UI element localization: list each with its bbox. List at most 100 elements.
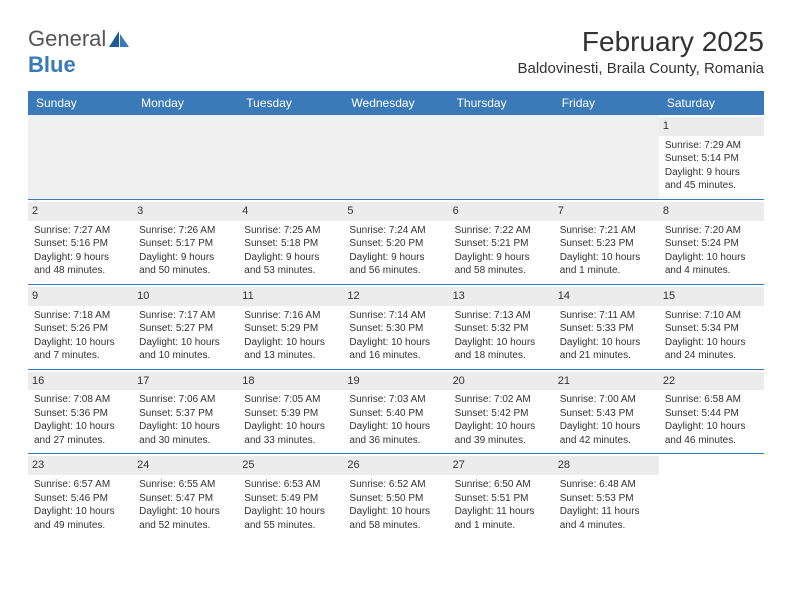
day-daylight1: Daylight: 9 hours bbox=[139, 251, 234, 265]
calendar: Sunday Monday Tuesday Wednesday Thursday… bbox=[28, 91, 764, 538]
day-daylight1: Daylight: 10 hours bbox=[244, 420, 339, 434]
calendar-empty-cell bbox=[133, 115, 238, 199]
day-number: 25 bbox=[238, 456, 343, 475]
day-sunset: Sunset: 5:39 PM bbox=[244, 407, 339, 421]
day-daylight1: Daylight: 10 hours bbox=[139, 420, 234, 434]
day-sunset: Sunset: 5:37 PM bbox=[139, 407, 234, 421]
day-sunset: Sunset: 5:47 PM bbox=[139, 492, 234, 506]
day-daylight2: and 13 minutes. bbox=[244, 349, 339, 363]
dow-monday: Monday bbox=[133, 91, 238, 115]
day-daylight2: and 30 minutes. bbox=[139, 434, 234, 448]
calendar-day: 17 Sunrise: 7:06 AMSunset: 5:37 PMDayligh… bbox=[133, 370, 238, 454]
day-number: 20 bbox=[449, 372, 554, 391]
day-daylight1: Daylight: 10 hours bbox=[244, 336, 339, 350]
day-number: 24 bbox=[133, 456, 238, 475]
calendar-empty-cell bbox=[659, 454, 764, 538]
day-daylight2: and 45 minutes. bbox=[665, 179, 760, 193]
calendar-day: 21Sunrise: 7:00 AMSunset: 5:43 PMDayligh… bbox=[554, 370, 659, 454]
day-daylight2: and 58 minutes. bbox=[455, 264, 550, 278]
day-number: 16 bbox=[28, 372, 133, 391]
logo-sail-icon bbox=[108, 30, 130, 48]
calendar-day: 28Sunrise: 6:48 AMSunset: 5:53 PMDayligh… bbox=[554, 454, 659, 538]
day-daylight2: and 55 minutes. bbox=[244, 519, 339, 533]
day-daylight1: Daylight: 10 hours bbox=[560, 420, 655, 434]
day-number: 5 bbox=[343, 202, 448, 221]
day-daylight1: Daylight: 10 hours bbox=[665, 420, 760, 434]
day-sunset: Sunset: 5:50 PM bbox=[349, 492, 444, 506]
day-number: 14 bbox=[554, 287, 659, 306]
calendar-day: 15Sunrise: 7:10 AMSunset: 5:34 PMDayligh… bbox=[659, 285, 764, 369]
calendar-day: 7Sunrise: 7:21 AMSunset: 5:23 PMDaylight… bbox=[554, 200, 659, 284]
calendar-day: 6Sunrise: 7:22 AMSunset: 5:21 PMDaylight… bbox=[449, 200, 554, 284]
day-number: 28 bbox=[554, 456, 659, 475]
day-sunset: Sunset: 5:43 PM bbox=[560, 407, 655, 421]
logo: General bbox=[28, 26, 130, 52]
day-daylight1: Daylight: 9 hours bbox=[455, 251, 550, 265]
day-sunset: Sunset: 5:46 PM bbox=[34, 492, 129, 506]
day-sunrise: Sunrise: 7:25 AM bbox=[244, 224, 339, 238]
calendar-day: 20Sunrise: 7:02 AMSunset: 5:42 PMDayligh… bbox=[449, 370, 554, 454]
dow-sunday: Sunday bbox=[28, 91, 133, 115]
day-number: 27 bbox=[449, 456, 554, 475]
day-daylight1: Daylight: 9 hours bbox=[665, 166, 760, 180]
calendar-day: 22Sunrise: 6:58 AMSunset: 5:44 PMDayligh… bbox=[659, 370, 764, 454]
day-daylight2: and 39 minutes. bbox=[455, 434, 550, 448]
calendar-empty-cell bbox=[449, 115, 554, 199]
day-daylight1: Daylight: 10 hours bbox=[34, 420, 129, 434]
day-daylight2: and 7 minutes. bbox=[34, 349, 129, 363]
dow-tuesday: Tuesday bbox=[238, 91, 343, 115]
day-sunrise: Sunrise: 6:53 AM bbox=[244, 478, 339, 492]
day-sunrise: Sunrise: 7:17 AM bbox=[139, 309, 234, 323]
calendar-day: 24Sunrise: 6:55 AMSunset: 5:47 PMDayligh… bbox=[133, 454, 238, 538]
day-sunrise: Sunrise: 7:20 AM bbox=[665, 224, 760, 238]
day-number: 17 bbox=[133, 372, 238, 391]
day-sunrise: Sunrise: 7:14 AM bbox=[349, 309, 444, 323]
calendar-week: 1Sunrise: 7:29 AMSunset: 5:14 PMDaylight… bbox=[28, 115, 764, 200]
calendar-week: 2Sunrise: 7:27 AMSunset: 5:16 PMDaylight… bbox=[28, 200, 764, 285]
calendar-day: 16Sunrise: 7:08 AMSunset: 5:36 PMDayligh… bbox=[28, 370, 133, 454]
calendar-empty-cell bbox=[343, 115, 448, 199]
day-daylight1: Daylight: 10 hours bbox=[349, 420, 444, 434]
day-number: 1 bbox=[659, 117, 764, 136]
day-sunset: Sunset: 5:26 PM bbox=[34, 322, 129, 336]
day-sunset: Sunset: 5:16 PM bbox=[34, 237, 129, 251]
calendar-empty-cell bbox=[554, 115, 659, 199]
logo-text-2: Blue bbox=[28, 52, 76, 78]
day-daylight2: and 36 minutes. bbox=[349, 434, 444, 448]
day-daylight1: Daylight: 9 hours bbox=[349, 251, 444, 265]
day-daylight2: and 50 minutes. bbox=[139, 264, 234, 278]
day-number: 9 bbox=[28, 287, 133, 306]
page-header: General February 2025 Baldovinesti, Brai… bbox=[28, 26, 764, 77]
day-sunrise: Sunrise: 7:00 AM bbox=[560, 393, 655, 407]
day-sunrise: Sunrise: 7:11 AM bbox=[560, 309, 655, 323]
day-daylight2: and 49 minutes. bbox=[34, 519, 129, 533]
dow-friday: Friday bbox=[554, 91, 659, 115]
calendar-day: 1Sunrise: 7:29 AMSunset: 5:14 PMDaylight… bbox=[659, 115, 764, 199]
day-sunset: Sunset: 5:40 PM bbox=[349, 407, 444, 421]
day-sunrise: Sunrise: 7:06 AM bbox=[139, 393, 234, 407]
day-sunset: Sunset: 5:30 PM bbox=[349, 322, 444, 336]
calendar-day: 3Sunrise: 7:26 AMSunset: 5:17 PMDaylight… bbox=[133, 200, 238, 284]
calendar-day: 12Sunrise: 7:14 AMSunset: 5:30 PMDayligh… bbox=[343, 285, 448, 369]
calendar-day: 27Sunrise: 6:50 AMSunset: 5:51 PMDayligh… bbox=[449, 454, 554, 538]
day-sunrise: Sunrise: 6:48 AM bbox=[560, 478, 655, 492]
day-sunset: Sunset: 5:53 PM bbox=[560, 492, 655, 506]
day-daylight2: and 52 minutes. bbox=[139, 519, 234, 533]
calendar-day: 19Sunrise: 7:03 AMSunset: 5:40 PMDayligh… bbox=[343, 370, 448, 454]
day-sunset: Sunset: 5:17 PM bbox=[139, 237, 234, 251]
calendar-week: 23Sunrise: 6:57 AMSunset: 5:46 PMDayligh… bbox=[28, 454, 764, 538]
day-daylight1: Daylight: 10 hours bbox=[455, 336, 550, 350]
day-sunrise: Sunrise: 7:02 AM bbox=[455, 393, 550, 407]
day-daylight1: Daylight: 10 hours bbox=[665, 336, 760, 350]
calendar-day: 23Sunrise: 6:57 AMSunset: 5:46 PMDayligh… bbox=[28, 454, 133, 538]
calendar-empty-cell bbox=[28, 115, 133, 199]
logo-text-1: General bbox=[28, 26, 106, 52]
day-sunset: Sunset: 5:23 PM bbox=[560, 237, 655, 251]
calendar-day: 26Sunrise: 6:52 AMSunset: 5:50 PMDayligh… bbox=[343, 454, 448, 538]
day-daylight2: and 58 minutes. bbox=[349, 519, 444, 533]
day-daylight2: and 4 minutes. bbox=[665, 264, 760, 278]
day-number: 2 bbox=[28, 202, 133, 221]
day-sunset: Sunset: 5:49 PM bbox=[244, 492, 339, 506]
day-daylight1: Daylight: 10 hours bbox=[455, 420, 550, 434]
calendar-day: 13Sunrise: 7:13 AMSunset: 5:32 PMDayligh… bbox=[449, 285, 554, 369]
